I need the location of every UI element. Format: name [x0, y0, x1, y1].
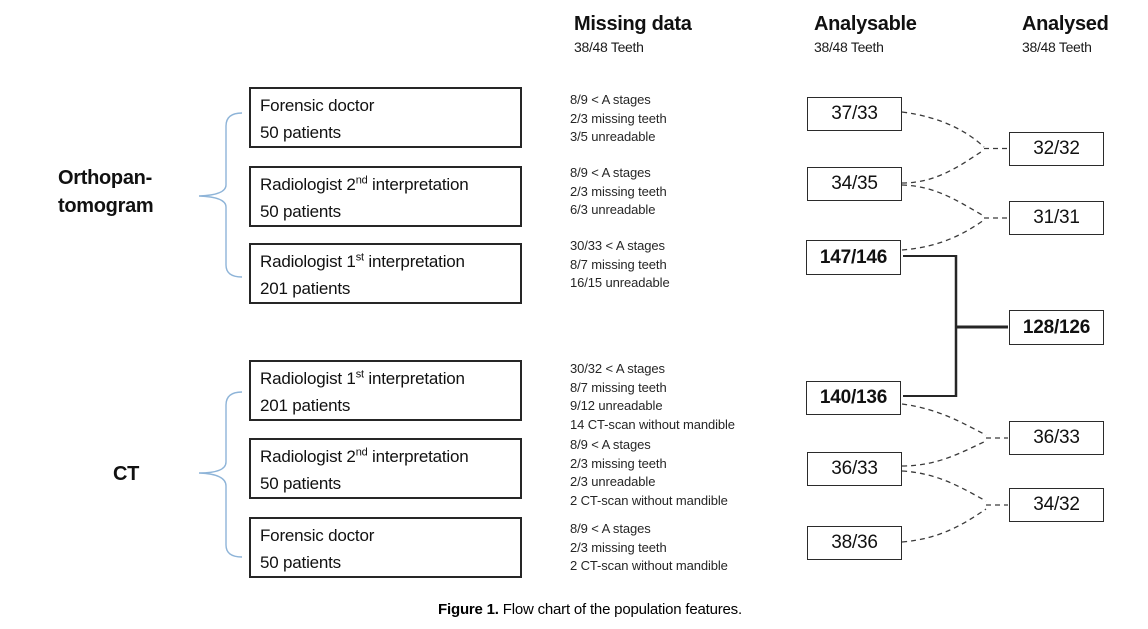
dashed-connectors [901, 111, 1008, 543]
note-line: 2/3 missing teeth [570, 539, 667, 555]
orthopantomogram-line2: tomogram [58, 195, 154, 217]
orthopantomogram-line1: Orthopan- [58, 167, 152, 189]
source-box-ct-forensic-doctor: Forensic doctor 50 patients [249, 517, 522, 578]
source-patients: 50 patients [260, 123, 341, 142]
analysable-box-147-146: 147/146 [806, 240, 901, 275]
analysed-box-36-33: 36/33 [1009, 421, 1104, 455]
analysed-title: Analysed [1022, 13, 1109, 35]
analysed-box-32-32: 32/32 [1009, 132, 1104, 166]
note-line: 2/3 missing teeth [570, 455, 667, 471]
note-line: 2 CT-scan without mandible [570, 492, 728, 508]
note-line: 9/12 unreadable [570, 398, 663, 413]
source-box-ct-radiologist-1st: Radiologist 1st interpretation 201 patie… [249, 360, 522, 421]
source-patients: 201 patients [260, 279, 351, 298]
column-header-analysed: Analysed 38/48 Teeth [1022, 13, 1109, 55]
brace-ct-icon [198, 391, 243, 558]
source-box-opt-forensic-doctor: Forensic doctor 50 patients [249, 87, 522, 148]
note-line: 2/3 unreadable [570, 474, 656, 489]
group-label-ct: CT [58, 460, 194, 488]
source-box-ct-radiologist-2nd: Radiologist 2nd interpretation 50 patien… [249, 438, 522, 499]
analysed-subtitle: 38/48 Teeth [1022, 39, 1092, 55]
note-line: 8/9 < A stages [570, 165, 651, 180]
column-header-analysable: Analysable 38/48 Teeth [814, 13, 917, 55]
source-reader: Radiologist 1st interpretation [260, 251, 465, 271]
figure-caption: Figure 1. Flow chart of the population f… [90, 601, 1090, 618]
note-line: 30/32 < A stages [570, 361, 665, 376]
missing-notes-opt-forensic: 8/9 < A stages 2/3 missing teeth 3/5 unr… [570, 91, 667, 147]
note-line: 6/3 unreadable [570, 202, 656, 217]
missing-notes-ct-radiologist-1st: 30/32 < A stages 8/7 missing teeth 9/12 … [570, 360, 735, 434]
analysable-title: Analysable [814, 13, 917, 35]
note-line: 30/33 < A stages [570, 238, 665, 253]
brace-orthopantomogram-icon [198, 112, 243, 278]
solid-connectors [903, 255, 1008, 397]
group-label-orthopantomogram: Orthopan- tomogram [58, 164, 194, 220]
analysable-subtitle: 38/48 Teeth [814, 39, 884, 55]
source-patients: 201 patients [260, 396, 351, 415]
missing-data-subtitle: 38/48 Teeth [574, 39, 644, 55]
source-box-opt-radiologist-2nd: Radiologist 2nd interpretation 50 patien… [249, 166, 522, 227]
source-box-opt-radiologist-1st: Radiologist 1st interpretation 201 patie… [249, 243, 522, 304]
missing-data-title: Missing data [574, 13, 692, 35]
source-reader: Radiologist 2nd interpretation [260, 446, 469, 466]
figure-caption-text: Flow chart of the population features. [498, 601, 742, 618]
figure-caption-label: Figure 1. [438, 601, 499, 618]
note-line: 8/7 missing teeth [570, 379, 667, 395]
source-patients: 50 patients [260, 474, 341, 493]
note-line: 3/5 unreadable [570, 129, 656, 144]
analysable-box-36-33: 36/33 [807, 452, 902, 486]
analysable-box-140-136: 140/136 [806, 381, 901, 415]
analysed-box-128-126: 128/126 [1009, 310, 1104, 345]
note-line: 2/3 missing teeth [570, 183, 667, 199]
note-line: 14 CT-scan without mandible [570, 416, 735, 432]
missing-notes-opt-radiologist-2nd: 8/9 < A stages 2/3 missing teeth 6/3 unr… [570, 164, 667, 220]
column-header-missing-data: Missing data 38/48 Teeth [574, 13, 692, 55]
missing-notes-ct-forensic: 8/9 < A stages 2/3 missing teeth 2 CT-sc… [570, 520, 728, 576]
note-line: 8/9 < A stages [570, 437, 651, 452]
source-reader: Forensic doctor [260, 526, 375, 545]
note-line: 16/15 unreadable [570, 275, 670, 290]
note-line: 2 CT-scan without mandible [570, 558, 728, 573]
analysable-box-37-33: 37/33 [807, 97, 902, 131]
source-reader: Forensic doctor [260, 96, 375, 115]
missing-notes-opt-radiologist-1st: 30/33 < A stages 8/7 missing teeth 16/15… [570, 237, 670, 293]
analysed-box-31-31: 31/31 [1009, 201, 1104, 235]
missing-notes-ct-radiologist-2nd: 8/9 < A stages 2/3 missing teeth 2/3 unr… [570, 436, 728, 510]
note-line: 8/9 < A stages [570, 92, 651, 107]
ct-line1: CT [112, 463, 140, 485]
note-line: 2/3 missing teeth [570, 110, 667, 126]
source-reader: Radiologist 1st interpretation [260, 368, 465, 388]
source-patients: 50 patients [260, 202, 341, 221]
source-reader: Radiologist 2nd interpretation [260, 174, 469, 194]
analysable-box-34-35: 34/35 [807, 167, 902, 201]
source-patients: 50 patients [260, 553, 341, 572]
analysed-box-34-32: 34/32 [1009, 488, 1104, 522]
analysable-box-38-36: 38/36 [807, 526, 902, 560]
note-line: 8/9 < A stages [570, 521, 651, 536]
note-line: 8/7 missing teeth [570, 256, 667, 272]
